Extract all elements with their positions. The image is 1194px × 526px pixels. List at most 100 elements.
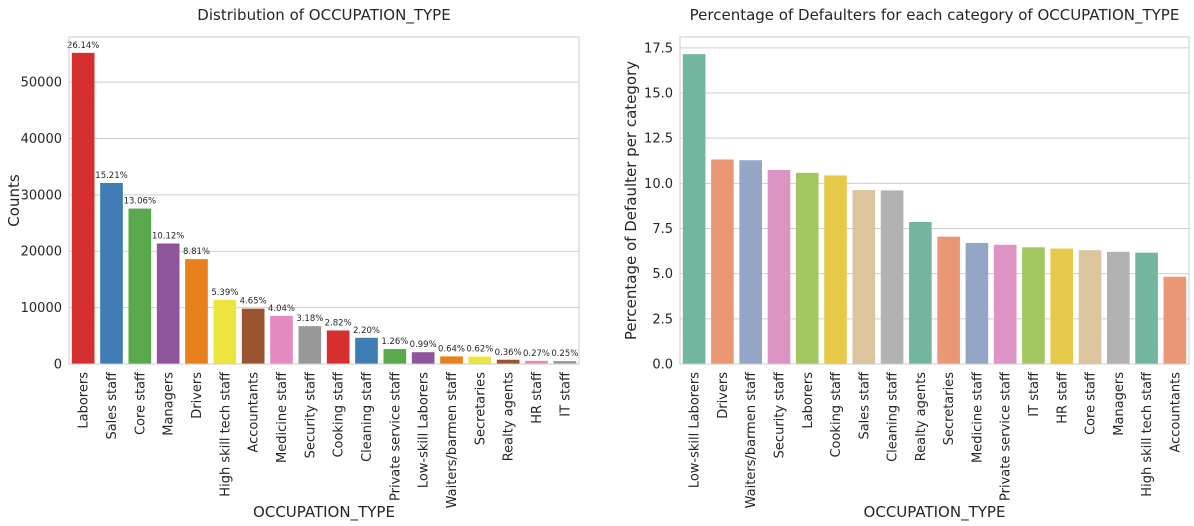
bar bbox=[100, 183, 123, 364]
bar bbox=[1106, 251, 1130, 364]
x-tick-label: Waiters/barmen staff bbox=[744, 371, 759, 508]
x-tick-label: Drivers bbox=[716, 372, 731, 419]
y-tick-label: 10.0 bbox=[644, 177, 673, 192]
bar bbox=[993, 244, 1017, 364]
x-tick-label: Cooking staff bbox=[332, 371, 347, 458]
x-tick-label: Core staff bbox=[1084, 371, 1099, 435]
x-tick-label: Laborers bbox=[77, 372, 92, 429]
bar bbox=[270, 315, 293, 364]
bar bbox=[128, 208, 152, 364]
bar-percent-label: 3.18% bbox=[296, 314, 323, 324]
x-tick-label: Realty agents bbox=[914, 372, 929, 462]
x-tick-label: Sales staff bbox=[857, 371, 872, 440]
x-tick-label: HR staff bbox=[1055, 371, 1070, 424]
y-tick-label: 0.0 bbox=[652, 358, 673, 373]
x-tick-label: Sales staff bbox=[105, 371, 120, 440]
bar bbox=[852, 190, 876, 364]
y-tick-label: 15.0 bbox=[644, 87, 673, 102]
bar bbox=[383, 349, 407, 364]
x-tick-label: Cleaning staff bbox=[360, 371, 375, 462]
bar-percent-label: 0.62% bbox=[466, 345, 493, 355]
x-tick-label: Cleaning staff bbox=[886, 371, 901, 462]
chart-title: Distribution of OCCUPATION_TYPE bbox=[197, 6, 450, 25]
bar bbox=[1050, 248, 1074, 364]
bar bbox=[682, 54, 706, 364]
bar-percent-label: 0.99% bbox=[410, 340, 437, 350]
bar bbox=[553, 361, 577, 364]
x-tick-label: Laborers bbox=[801, 372, 816, 429]
x-tick-label: Cooking staff bbox=[829, 371, 844, 458]
bar-percent-label: 15.21% bbox=[95, 171, 127, 181]
chart-defaulter-percentage: 0.0 2.5 5.0 7.5 10.0 12.5 15.0 17.5 Low-skill La… bbox=[622, 6, 1190, 522]
y-tick-label: 50000 bbox=[21, 76, 62, 91]
bar bbox=[440, 356, 463, 364]
bar bbox=[298, 326, 322, 364]
x-tick-label: Drivers bbox=[190, 372, 205, 419]
y-tick-label: 17.5 bbox=[644, 41, 673, 56]
plot-frame bbox=[68, 36, 580, 365]
bar bbox=[880, 190, 904, 364]
bar bbox=[241, 308, 265, 364]
x-axis-label: OCCUPATION_TYPE bbox=[864, 503, 1006, 522]
bar bbox=[711, 159, 734, 364]
bar bbox=[411, 352, 435, 364]
bar bbox=[795, 172, 819, 364]
x-tick-label: Realty agents bbox=[502, 372, 517, 462]
bar-percent-label: 0.64% bbox=[438, 344, 465, 354]
x-tick-label: Core staff bbox=[133, 371, 148, 435]
bar bbox=[355, 337, 378, 364]
x-tick-label: Low-skill Laborers bbox=[688, 372, 703, 488]
bar bbox=[767, 169, 791, 364]
bar-percent-label: 1.26% bbox=[381, 337, 408, 347]
x-tick-label: Accountants bbox=[247, 372, 262, 453]
bar bbox=[937, 236, 960, 364]
y-tick-label: 2.5 bbox=[652, 312, 673, 327]
bar-percent-label: 26.14% bbox=[67, 41, 99, 51]
bar-percent-label: 13.06% bbox=[124, 197, 156, 207]
bar-percent-label: 4.04% bbox=[268, 304, 295, 314]
bar-percent-label: 8.81% bbox=[183, 247, 210, 257]
bar-percent-label: 0.27% bbox=[523, 349, 550, 359]
bar bbox=[1163, 276, 1187, 364]
bar bbox=[156, 243, 180, 364]
chart-occupation-distribution: 0 10000 20000 30000 40000 50000 26.14% Laborers… bbox=[5, 6, 580, 522]
bar bbox=[1135, 252, 1158, 364]
x-tick-label: Low-skill Laborers bbox=[417, 372, 432, 488]
bar-percent-label: 2.20% bbox=[353, 326, 380, 336]
bar bbox=[326, 330, 350, 364]
x-tick-label: Secretaries bbox=[473, 372, 488, 445]
x-tick-label: Security staff bbox=[303, 371, 318, 458]
x-tick-label: Managers bbox=[1112, 372, 1127, 436]
x-tick-label: Medicine staff bbox=[970, 371, 985, 463]
bar bbox=[525, 360, 548, 364]
x-tick-label: IT staff bbox=[558, 371, 573, 417]
bar bbox=[71, 52, 95, 364]
y-axis-label: Percentage of Defaulter per category bbox=[622, 61, 640, 340]
bar bbox=[213, 299, 237, 364]
x-tick-label: Medicine staff bbox=[275, 371, 290, 463]
x-axis-label: OCCUPATION_TYPE bbox=[253, 503, 395, 522]
y-axis-label: Counts bbox=[5, 174, 23, 227]
plot-frame bbox=[679, 36, 1190, 365]
y-tick-label: 7.5 bbox=[652, 222, 673, 237]
chart-title: Percentage of Defaulters for each catego… bbox=[690, 6, 1180, 25]
x-tick-label: Secretaries bbox=[942, 372, 957, 445]
x-tick-label: Private service staff bbox=[388, 371, 403, 501]
bar-percent-label: 10.12% bbox=[152, 232, 184, 242]
x-tick-label: Private service staff bbox=[999, 371, 1014, 501]
bar-percent-label: 2.82% bbox=[325, 318, 352, 328]
x-tick-label: Managers bbox=[162, 372, 177, 436]
bar bbox=[739, 160, 763, 364]
x-tick-label: Waiters/barmen staff bbox=[445, 371, 460, 508]
bar-percent-label: 4.65% bbox=[240, 297, 267, 307]
bar bbox=[965, 242, 989, 364]
y-tick-label: 20000 bbox=[21, 245, 62, 260]
y-tick-label: 0 bbox=[54, 358, 62, 373]
x-tick-label: High skill tech staff bbox=[1140, 371, 1155, 497]
bar bbox=[496, 359, 520, 364]
x-tick-label: HR staff bbox=[530, 371, 545, 424]
y-tick-label: 30000 bbox=[21, 188, 62, 203]
bar-percent-label: 0.25% bbox=[551, 349, 578, 359]
bar-percent-label: 0.36% bbox=[495, 348, 522, 358]
